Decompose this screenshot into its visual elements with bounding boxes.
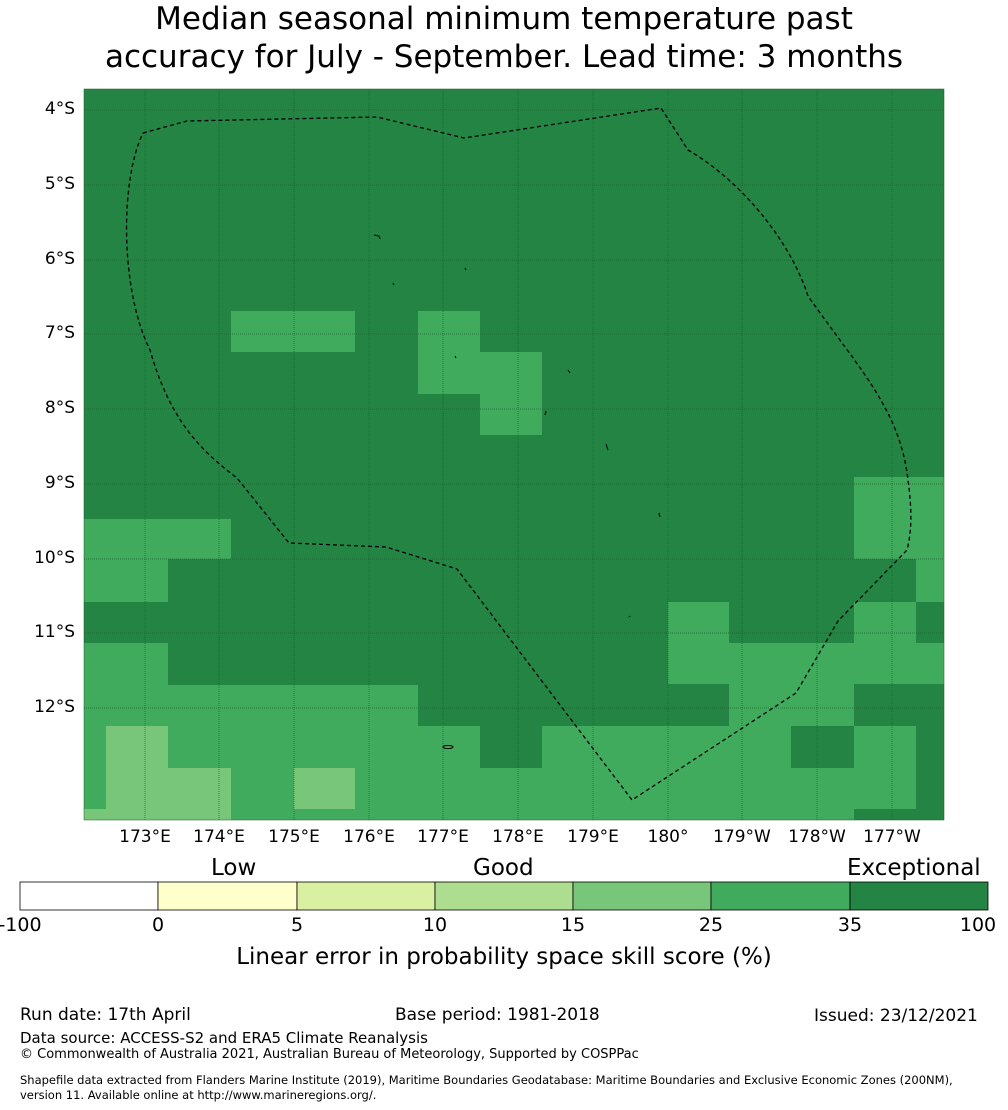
colorbar-tick: -100 <box>0 914 42 936</box>
chart-title: Median seasonal minimum temperature past… <box>0 0 1008 76</box>
run-date: Run date: 17th April <box>20 1005 191 1025</box>
skill-cell <box>854 602 916 643</box>
skill-cells <box>84 311 944 820</box>
data-source: Data source: ACCESS-S2 and ERA5 Climate … <box>20 1029 428 1047</box>
skill-cell <box>854 726 916 809</box>
colorbar-segment <box>572 881 712 911</box>
skill-cell <box>106 726 168 820</box>
islands <box>373 234 661 749</box>
colorbar-segment <box>849 881 989 911</box>
skill-cell <box>418 726 480 820</box>
colorbar-tick: 25 <box>698 914 724 936</box>
island <box>658 512 661 518</box>
colorbar-segment <box>434 881 574 911</box>
skill-cell <box>854 477 944 559</box>
skill-cell <box>916 726 944 820</box>
title-line-2: accuracy for July - September. Lead time… <box>104 39 904 75</box>
skill-cell <box>418 311 480 394</box>
skill-cell <box>791 768 854 820</box>
shapefile-credit-1: Shapefile data extracted from Flanders M… <box>20 1073 953 1087</box>
shapefile-credit-2: version 11. Available online at http://w… <box>20 1088 377 1102</box>
island <box>442 745 454 749</box>
skill-cell <box>168 768 231 820</box>
lat-label: 4°S <box>44 99 75 119</box>
legend-category-good: Good <box>473 855 534 881</box>
skill-cell <box>791 726 854 768</box>
skill-cell <box>480 726 542 768</box>
island <box>373 234 381 240</box>
skill-cell <box>668 602 729 684</box>
lon-label: 175°E <box>268 827 320 847</box>
issued-date: Issued: 23/12/2021 <box>814 1006 978 1026</box>
lon-label: 173°E <box>119 827 171 847</box>
lon-label: 177°W <box>863 827 921 847</box>
skill-cell <box>84 519 231 559</box>
colorbar-segment <box>157 881 298 911</box>
lon-label: 180° <box>647 827 689 847</box>
lat-label: 6°S <box>44 249 75 269</box>
skill-cell <box>854 809 916 820</box>
skill-cell <box>231 311 355 352</box>
skill-cell <box>729 684 854 726</box>
lat-label: 8°S <box>44 398 75 418</box>
colorbar-segment <box>710 881 851 911</box>
lat-label: 12°S <box>34 697 75 717</box>
colorbar <box>19 881 989 911</box>
lon-label: 174°E <box>193 827 245 847</box>
lat-label: 9°S <box>44 473 75 493</box>
graticule <box>84 89 944 820</box>
colorbar-tick: 35 <box>837 914 863 936</box>
colorbar-segment <box>19 881 159 911</box>
colorbar-tick: 10 <box>422 914 448 936</box>
title-line-1: Median seasonal minimum temperature past <box>155 1 853 37</box>
legend-category-low: Low <box>211 855 257 881</box>
lat-label: 5°S <box>44 174 75 194</box>
island <box>454 355 457 359</box>
legend-category-exceptional: Exceptional <box>847 855 981 881</box>
lon-label: 178°W <box>788 827 846 847</box>
skill-cell <box>84 643 168 685</box>
island <box>605 443 609 451</box>
lon-label: 178°E <box>492 827 544 847</box>
skill-cell <box>916 602 944 643</box>
skill-cell <box>480 352 542 435</box>
island <box>392 282 395 286</box>
copyright: © Commonwealth of Australia 2021, Austra… <box>20 1047 639 1062</box>
colorbar-tick: 15 <box>560 914 586 936</box>
lon-label: 176°E <box>343 827 395 847</box>
colorbar-caption: Linear error in probability space skill … <box>236 944 772 970</box>
map-frame <box>83 88 945 821</box>
island <box>628 615 631 618</box>
island <box>544 410 547 416</box>
skill-cell <box>916 559 944 602</box>
lon-label: 179°W <box>713 827 771 847</box>
eez-boundary <box>125 107 912 801</box>
skill-cell <box>729 643 944 684</box>
lat-label: 7°S <box>44 323 75 343</box>
skill-cell <box>84 809 106 820</box>
colorbar-tick: 0 <box>151 914 165 936</box>
lat-label: 10°S <box>34 548 75 568</box>
skill-cell <box>84 559 168 602</box>
skill-cell <box>542 726 791 820</box>
colorbar-tick: 100 <box>959 914 997 936</box>
skill-cell <box>854 684 944 726</box>
island <box>567 369 571 374</box>
colorbar-segment <box>296 881 436 911</box>
skill-cell <box>480 768 542 820</box>
colorbar-tick: 5 <box>290 914 304 936</box>
lon-label: 177°E <box>417 827 469 847</box>
base-period: Base period: 1981-2018 <box>395 1005 600 1025</box>
lat-label: 11°S <box>34 622 75 642</box>
island <box>464 267 467 271</box>
lon-label: 179°E <box>567 827 619 847</box>
skill-cell <box>294 768 355 809</box>
